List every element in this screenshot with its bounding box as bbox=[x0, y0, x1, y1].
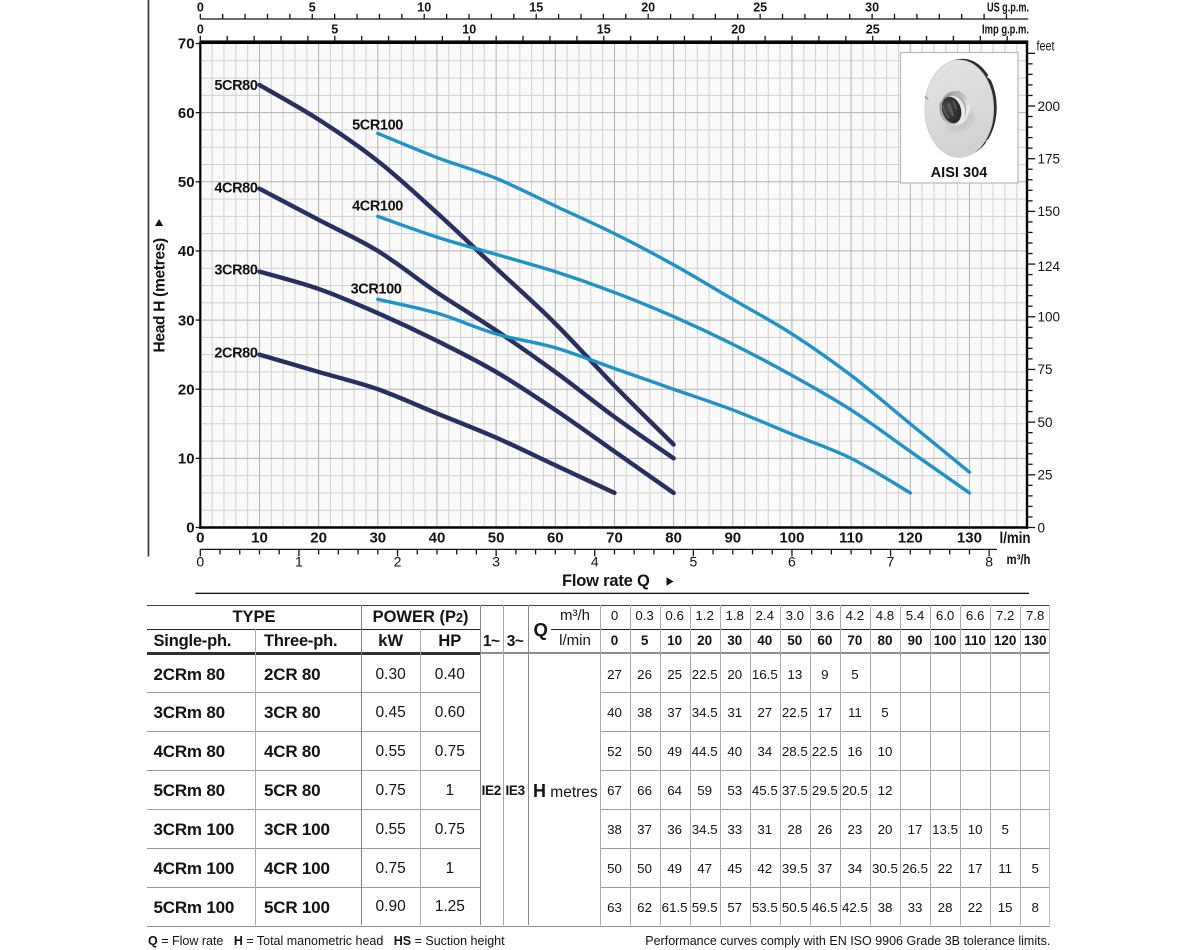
svg-text:Head H (metres): Head H (metres) bbox=[152, 238, 169, 353]
svg-text:20: 20 bbox=[731, 23, 745, 37]
svg-text:20: 20 bbox=[178, 381, 195, 398]
svg-text:0: 0 bbox=[197, 23, 204, 37]
svg-text:US g.p.m.: US g.p.m. bbox=[987, 1, 1029, 15]
svg-text:3CR100: 3CR100 bbox=[351, 282, 402, 298]
svg-text:5CR100: 5CR100 bbox=[352, 118, 403, 134]
svg-text:feet: feet bbox=[1037, 39, 1055, 54]
svg-text:200: 200 bbox=[1038, 99, 1061, 114]
svg-text:40: 40 bbox=[178, 243, 195, 260]
svg-text:7: 7 bbox=[887, 554, 895, 570]
svg-text:3: 3 bbox=[492, 554, 500, 570]
svg-text:0: 0 bbox=[197, 1, 204, 15]
svg-text:4CR80: 4CR80 bbox=[214, 181, 257, 197]
svg-text:1: 1 bbox=[295, 554, 303, 570]
svg-text:90: 90 bbox=[724, 530, 741, 547]
svg-text:8: 8 bbox=[985, 554, 993, 570]
svg-text:25: 25 bbox=[1038, 468, 1053, 483]
svg-text:m³/h: m³/h bbox=[1007, 552, 1031, 567]
svg-text:30: 30 bbox=[369, 530, 386, 547]
svg-text:10: 10 bbox=[417, 1, 431, 15]
svg-text:10: 10 bbox=[251, 530, 268, 547]
svg-text:40: 40 bbox=[429, 530, 446, 547]
svg-text:0: 0 bbox=[1038, 520, 1046, 535]
svg-text:2CR80: 2CR80 bbox=[214, 346, 257, 362]
svg-text:4: 4 bbox=[591, 554, 599, 570]
svg-text:124: 124 bbox=[1038, 259, 1061, 274]
svg-text:100: 100 bbox=[779, 530, 804, 547]
svg-text:4CR100: 4CR100 bbox=[352, 199, 403, 215]
svg-text:6: 6 bbox=[788, 554, 796, 570]
svg-text:20: 20 bbox=[641, 1, 655, 15]
svg-text:5: 5 bbox=[309, 1, 316, 15]
svg-text:AISI 304: AISI 304 bbox=[931, 165, 989, 181]
svg-text:120: 120 bbox=[898, 530, 923, 547]
svg-text:5: 5 bbox=[689, 554, 697, 570]
svg-text:110: 110 bbox=[839, 530, 863, 547]
svg-text:5: 5 bbox=[331, 23, 338, 37]
svg-text:100: 100 bbox=[1038, 310, 1061, 325]
svg-text:25: 25 bbox=[866, 23, 880, 37]
svg-text:60: 60 bbox=[178, 105, 195, 122]
svg-text:150: 150 bbox=[1038, 204, 1061, 219]
svg-text:50: 50 bbox=[488, 530, 505, 547]
svg-text:0: 0 bbox=[196, 530, 204, 547]
svg-text:50: 50 bbox=[1038, 415, 1053, 430]
svg-text:Flow rate Q: Flow rate Q bbox=[562, 572, 650, 590]
svg-text:5CR80: 5CR80 bbox=[214, 78, 257, 94]
svg-text:0: 0 bbox=[186, 520, 194, 537]
svg-text:50: 50 bbox=[178, 174, 195, 191]
svg-text:15: 15 bbox=[597, 23, 611, 37]
svg-text:175: 175 bbox=[1038, 151, 1061, 166]
svg-text:2: 2 bbox=[394, 554, 402, 570]
svg-text:130: 130 bbox=[957, 530, 982, 547]
svg-text:30: 30 bbox=[865, 1, 879, 15]
svg-text:80: 80 bbox=[665, 530, 682, 547]
svg-text:25: 25 bbox=[753, 1, 767, 15]
svg-text:75: 75 bbox=[1038, 362, 1053, 377]
svg-text:15: 15 bbox=[529, 1, 543, 15]
svg-text:3CR80: 3CR80 bbox=[214, 263, 257, 279]
svg-text:30: 30 bbox=[178, 312, 195, 329]
svg-text:10: 10 bbox=[178, 451, 195, 468]
svg-text:l/min: l/min bbox=[1000, 530, 1031, 547]
svg-text:10: 10 bbox=[462, 23, 476, 37]
svg-text:70: 70 bbox=[606, 530, 623, 547]
svg-text:0: 0 bbox=[196, 554, 204, 570]
svg-text:20: 20 bbox=[310, 530, 327, 547]
svg-text:70: 70 bbox=[178, 36, 195, 53]
svg-text:60: 60 bbox=[547, 530, 564, 547]
svg-text:Imp g.p.m.: Imp g.p.m. bbox=[982, 23, 1029, 37]
